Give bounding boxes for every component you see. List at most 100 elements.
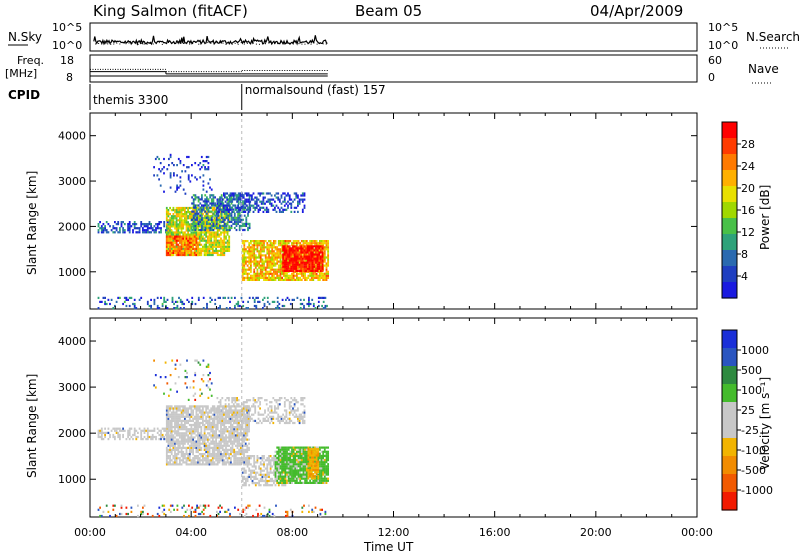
power-cell [191, 228, 193, 232]
velocity-cell [221, 453, 224, 456]
power-cell [165, 211, 168, 214]
velocity-cell [127, 429, 129, 432]
power-cell [281, 240, 283, 243]
power-cell [323, 276, 326, 279]
velocity-cell [158, 429, 161, 432]
power-cell [254, 200, 257, 203]
power-cell [180, 227, 183, 230]
power-cell [248, 266, 251, 269]
power-cell [208, 247, 211, 250]
velocity-cell [239, 450, 242, 454]
velocity-cell [197, 405, 199, 408]
power-cell [180, 251, 183, 254]
velocity-cell [245, 461, 247, 464]
power-cell [238, 216, 241, 219]
power-cell [206, 216, 208, 219]
power-cell [216, 200, 219, 203]
power-cell [219, 204, 221, 207]
velocity-cell [241, 442, 244, 445]
velocity-cell [223, 442, 226, 445]
power-cell [274, 270, 277, 273]
velocity-cell [234, 405, 237, 408]
velocity-cell [160, 429, 162, 432]
velocity-cell [207, 415, 209, 418]
power-cell [295, 265, 298, 268]
power-cell [308, 296, 310, 299]
power-cell [321, 251, 324, 254]
power-cell [243, 262, 246, 265]
velocity-cell [133, 427, 136, 430]
velocity-cell [297, 419, 299, 422]
power-cell [174, 223, 176, 226]
velocity-cell [303, 415, 306, 418]
velocity-cell [198, 453, 201, 456]
power-cell [216, 198, 219, 201]
power-cell [208, 231, 211, 234]
power-cell [303, 298, 305, 301]
power-cell [291, 274, 293, 277]
power-cell [282, 263, 284, 266]
power-cell [192, 245, 194, 248]
power-cell [221, 227, 224, 230]
nsearch-point [183, 42, 185, 44]
velocity-cell [180, 442, 183, 445]
velocity-cell [175, 459, 178, 462]
velocity-cell [300, 399, 303, 402]
velocity-cell [285, 411, 288, 414]
power-cell [169, 225, 171, 228]
power-cell [169, 231, 171, 234]
power-cell [297, 259, 299, 262]
power-cell [246, 240, 249, 243]
velocity-cell [215, 442, 217, 445]
power-cell [196, 204, 198, 207]
velocity-cell [269, 421, 271, 425]
power-cell [308, 261, 311, 264]
nsearch-point [161, 43, 163, 45]
power-cell [281, 246, 283, 249]
power-cell [167, 229, 170, 232]
power-cell [268, 250, 270, 253]
power-cell [250, 276, 252, 279]
velocity-cell [205, 457, 208, 460]
power-cell [326, 304, 328, 308]
power-cell [299, 250, 302, 253]
velocity-cell [210, 434, 213, 437]
power-cell [226, 204, 229, 207]
power-cell [179, 237, 181, 240]
power-cell [179, 209, 181, 212]
velocity-cell [270, 417, 273, 420]
power-cell [287, 206, 289, 209]
power-cell [188, 245, 191, 248]
power-cell [128, 231, 131, 234]
velocity-cell [246, 417, 248, 420]
velocity-cell [233, 461, 236, 464]
power-cell [194, 204, 197, 207]
velocity-cell [180, 434, 183, 437]
velocity-cell [274, 399, 276, 402]
power-cell [187, 227, 189, 230]
power-cell [231, 206, 234, 209]
power-cell [261, 262, 264, 265]
power-cell [177, 223, 180, 226]
velocity-cell [252, 399, 255, 402]
power-cell [138, 298, 141, 301]
power-cell [276, 276, 279, 279]
velocity-cell [211, 448, 214, 451]
power-cell [275, 307, 277, 310]
velocity-cell [228, 461, 231, 464]
power-cell [288, 267, 291, 270]
power-cell [319, 242, 321, 245]
power-cell [311, 259, 314, 262]
velocity-cell [123, 429, 126, 432]
power-cell [193, 221, 196, 224]
velocity-cell [170, 434, 173, 437]
velocity-cell [198, 423, 201, 427]
velocity-cell [234, 397, 237, 400]
power-cell [187, 239, 189, 242]
power-cell [250, 266, 252, 269]
velocity-cell [193, 421, 196, 425]
power-cell [231, 200, 234, 203]
power-cell [133, 223, 136, 226]
power-cell [123, 300, 126, 303]
velocity-cell [260, 413, 263, 416]
